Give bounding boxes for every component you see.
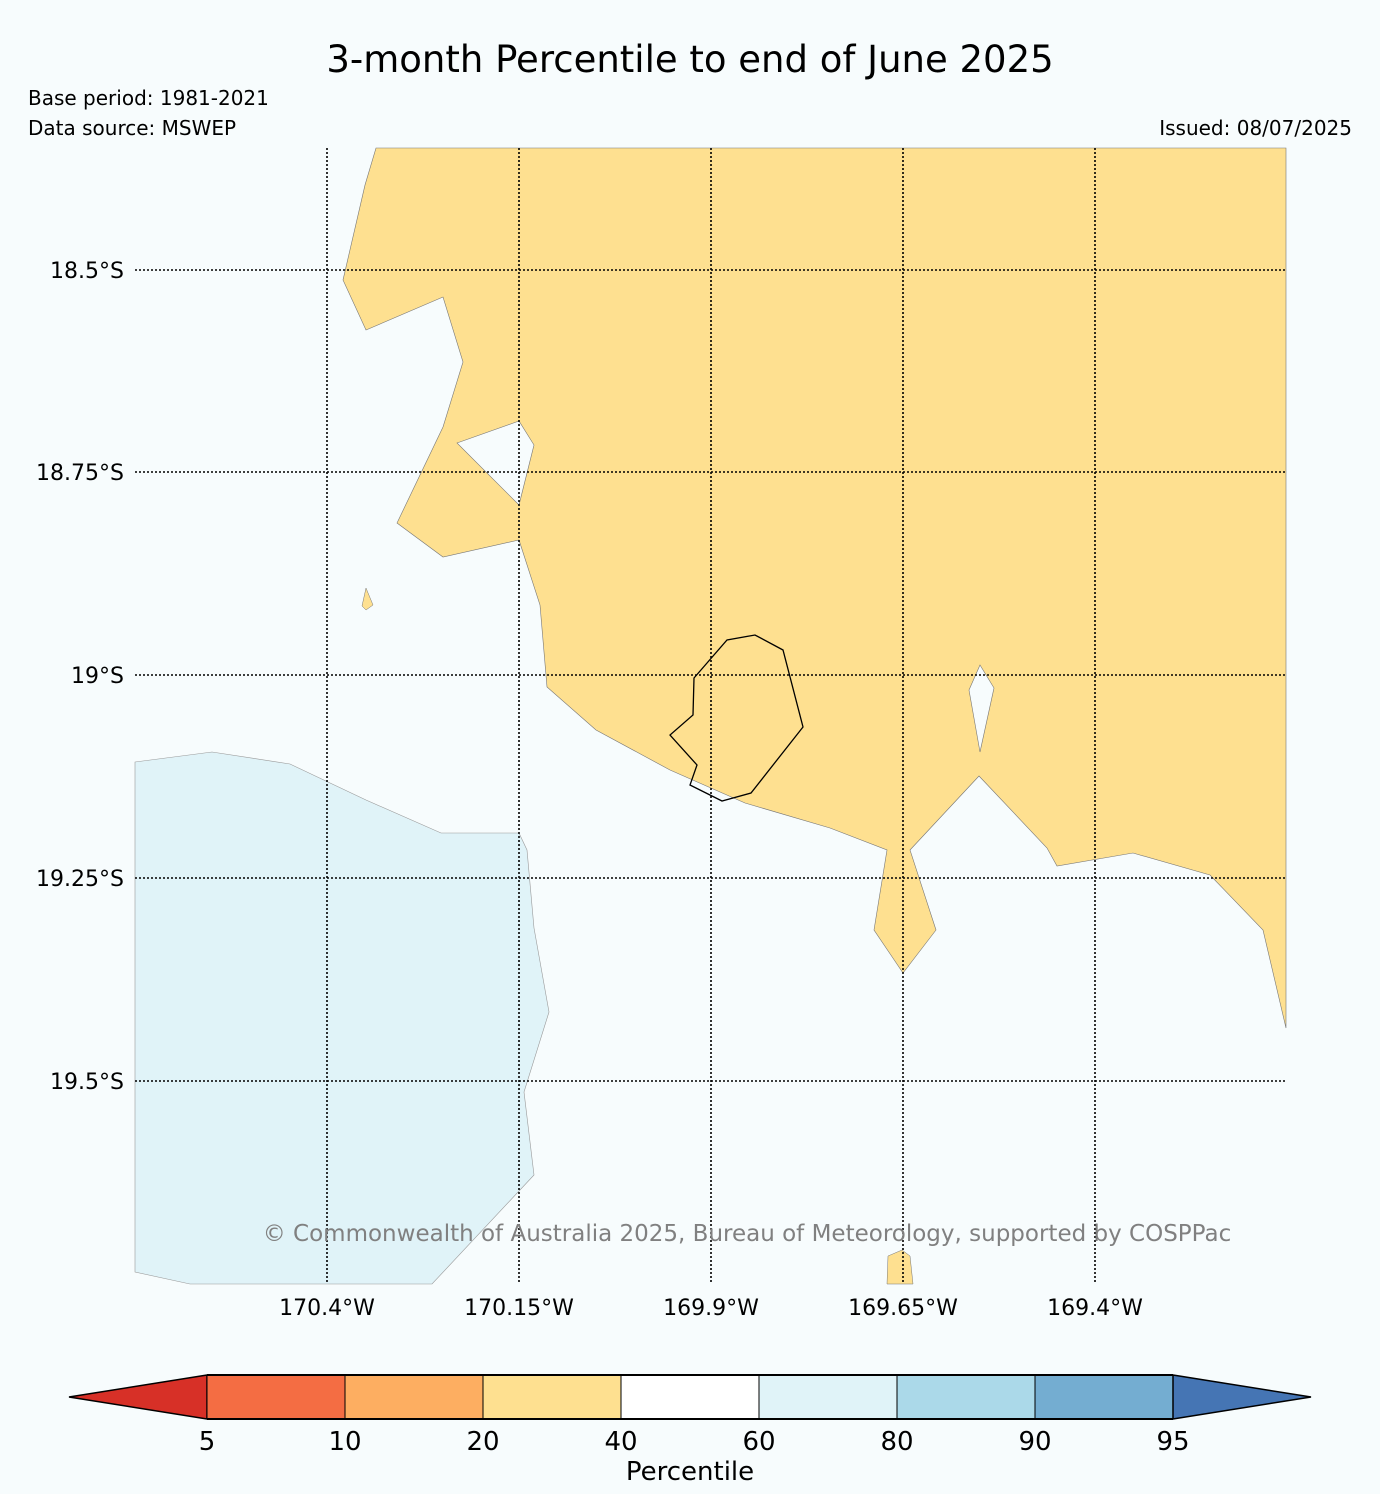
lon-label: 170.4°W — [279, 1296, 375, 1321]
colorbar-tick-label: 10 — [328, 1427, 361, 1457]
colorbar-segment — [1034, 1374, 1174, 1420]
colorbar-segment — [344, 1374, 484, 1420]
lat-label: 18.5°S — [50, 259, 124, 284]
lat-label: 18.75°S — [36, 461, 124, 486]
issued-date: Issued: 08/07/2025 — [1159, 116, 1352, 140]
colorbar-label: Percentile — [626, 1457, 754, 1487]
colorbar-tick-label: 40 — [604, 1427, 637, 1457]
map-title: 3-month Percentile to end of June 2025 — [326, 38, 1054, 81]
data-source: Data source: MSWEP — [28, 116, 237, 140]
lon-label: 169.65°W — [848, 1296, 958, 1321]
region-60-80-percentile — [134, 751, 550, 1285]
region-40-60-percentile — [456, 420, 995, 753]
colorbar-segment — [206, 1374, 346, 1420]
colorbar-segment — [896, 1374, 1036, 1420]
lat-label: 19°S — [71, 664, 124, 689]
latitude-labels: 18.5°S 18.75°S 19°S 19.25°S 19.5°S — [36, 259, 124, 1095]
lon-label: 169.9°W — [663, 1296, 759, 1321]
colorbar-tick-label: 90 — [1018, 1427, 1051, 1457]
colorbar-extend-high — [1172, 1374, 1312, 1420]
lat-label: 19.25°S — [36, 867, 124, 892]
region-20-40-percentile — [342, 147, 1287, 1285]
colorbar-tick-label: 5 — [199, 1427, 216, 1457]
lat-label: 19.5°S — [50, 1070, 124, 1095]
colorbar-segment — [482, 1374, 622, 1420]
colorbar-extend-low — [68, 1374, 208, 1420]
colorbar-segment — [758, 1374, 898, 1420]
colorbar-tick-label: 95 — [1156, 1427, 1189, 1457]
copyright-text: © Commonwealth of Australia 2025, Bureau… — [263, 1221, 1232, 1247]
island-outline — [669, 634, 804, 802]
colorbar-tick-label: 60 — [742, 1427, 775, 1457]
base-period: Base period: 1981-2021 — [28, 86, 269, 110]
colorbar-segment — [620, 1374, 760, 1420]
colorbar-tick-label: 20 — [466, 1427, 499, 1457]
colorbar-tick-label: 80 — [880, 1427, 913, 1457]
lon-label: 170.15°W — [464, 1296, 574, 1321]
graticule — [135, 148, 1286, 1284]
lon-label: 169.4°W — [1047, 1296, 1143, 1321]
colorbar: 5 10 20 40 60 80 90 95 — [68, 1374, 1312, 1457]
longitude-labels: 170.4°W 170.15°W 169.9°W 169.65°W 169.4°… — [279, 1296, 1143, 1321]
